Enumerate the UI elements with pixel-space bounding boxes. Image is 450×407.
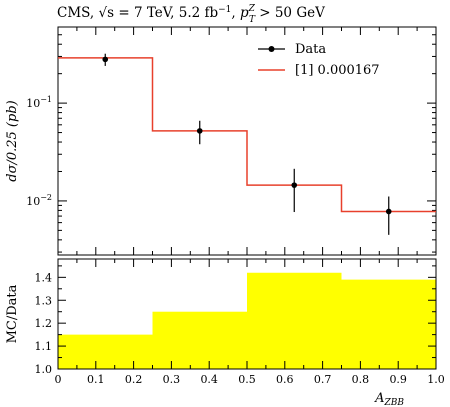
data-point	[291, 182, 298, 188]
top-ytick-label: 10−2	[26, 193, 52, 208]
top-panel: 10−1 10−2 dσ/0.25 (pb) Data [1] 0.000167	[5, 26, 437, 256]
top-ylabel: dσ/0.25 (pb)	[5, 100, 20, 181]
legend-data-label: Data	[295, 42, 326, 57]
xtick-label: 0.8	[352, 373, 370, 386]
xtick-labels: 0 0.1 0.2 0.3 0.4 0.5 0.6 0.7 0.8 0.9 1.0	[55, 373, 445, 386]
x-axis-label: AZBB	[374, 391, 404, 407]
bottom-panel-ytick-labels: 1.0 1.1 1.2 1.3 1.4	[35, 271, 53, 376]
bottom-ytick-label: 1.0	[35, 363, 53, 376]
legend-mc-label: [1] 0.000167	[295, 63, 380, 78]
bottom-ytick-label: 1.3	[35, 294, 53, 307]
xtick-label: 0.1	[87, 373, 105, 386]
data-point	[385, 208, 392, 215]
xtick-label: 0.7	[314, 373, 332, 386]
top-ytick-label: 10−1	[26, 95, 52, 110]
bottom-ytick-label: 1.4	[35, 271, 53, 284]
mc-histogram	[58, 57, 436, 213]
bottom-panel-ticks	[57, 259, 437, 370]
xtick-label: 0.4	[200, 373, 218, 386]
data-point	[196, 128, 203, 134]
xtick-label: 0.5	[238, 373, 256, 386]
ratio-bin	[58, 334, 153, 369]
ratio-bin	[247, 272, 342, 369]
xtick-label: 0.6	[276, 373, 294, 386]
xtick-label: 0.2	[125, 373, 143, 386]
data-point	[102, 56, 109, 63]
top-panel-ytick-labels: 10−1 10−2	[26, 95, 52, 208]
bottom-ylabel: MC/Data	[5, 284, 20, 343]
top-panel-ticks	[57, 27, 437, 255]
xtick-label: 0.9	[389, 373, 407, 386]
sqrt-s: √s	[99, 5, 115, 21]
xtick-label: 1.0	[427, 373, 445, 386]
ratio-bin	[341, 279, 436, 369]
plot-title: CMS, √s = 7 TeV, 5.2 fb−1, pZ T > 50 GeV	[57, 4, 325, 25]
bottom-ytick-label: 1.2	[35, 317, 53, 330]
legend-data-marker	[268, 46, 275, 52]
xtick-label: 0.3	[163, 373, 181, 386]
xtick-label: 0	[55, 373, 62, 386]
data-points	[102, 53, 392, 235]
legend: Data [1] 0.000167	[258, 42, 380, 78]
bottom-panel: 1.0 1.1 1.2 1.3 1.4 0 0.1 0.2 0.3 0.4 0.5 0.6 0.7 0.…	[5, 258, 445, 407]
ratio-bin	[152, 311, 247, 369]
bottom-ytick-label: 1.1	[35, 340, 53, 353]
mc-step-line	[58, 57, 436, 213]
ratio-band	[58, 272, 436, 369]
